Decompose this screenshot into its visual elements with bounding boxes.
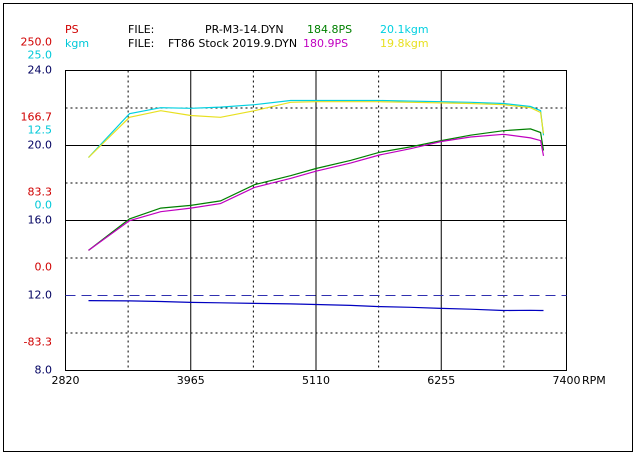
ps-tick-label: 166.7: [21, 110, 53, 123]
afr-tick-label: 12.0: [28, 289, 53, 302]
series-line: [88, 133, 545, 251]
kgm-tick-label: 0.0: [35, 199, 53, 212]
file-label: FILE:: [128, 37, 154, 50]
legend-entry: 180.9PS: [303, 37, 348, 50]
kgm-tick-label: 12.5: [28, 124, 53, 137]
file-label: FILE:: [128, 23, 154, 36]
x-tick-label: 2820: [52, 374, 80, 387]
afr-tick-label: 8.0: [35, 364, 53, 377]
legend-entry: 20.1kgm: [380, 23, 429, 36]
file-name: FT86 Stock 2019.9.DYN: [168, 37, 297, 50]
file-name: PR-M3-14.DYN: [205, 23, 284, 36]
afr-tick-label: 20.0: [28, 139, 53, 152]
afr-tick-label: 16.0: [28, 214, 53, 227]
x-axis-label: RPM: [582, 374, 606, 387]
ps-tick-label: 83.3: [28, 186, 53, 199]
ps-tick-label: 250.0: [21, 36, 53, 49]
x-tick-label: 3965: [177, 374, 205, 387]
x-tick-label: 5110: [302, 374, 330, 387]
x-tick-label: 7400: [553, 374, 581, 387]
ps-tick-label: -83.3: [24, 336, 52, 349]
series-line: [88, 128, 545, 251]
ps-axis-label: PS: [65, 23, 79, 36]
kgm-axis-label: kgm: [65, 37, 89, 50]
series-line: [88, 99, 545, 158]
legend-entry: 19.8kgm: [380, 37, 429, 50]
x-tick-label: 6255: [427, 374, 455, 387]
ps-tick-label: 0.0: [35, 261, 53, 274]
afr-tick-label: 24.0: [28, 64, 53, 77]
series-line: [88, 101, 545, 158]
legend-entry: 184.8PS: [307, 23, 352, 36]
kgm-tick-label: 25.0: [28, 49, 53, 62]
series-line: [88, 300, 544, 312]
